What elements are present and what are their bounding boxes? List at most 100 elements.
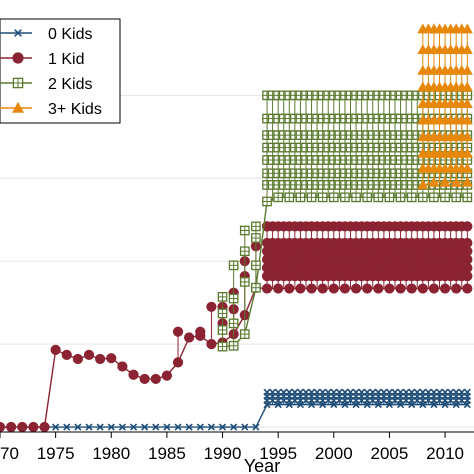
marker-stroke: [52, 423, 60, 431]
data-point-marker: [462, 221, 473, 232]
data-point-marker: [374, 401, 382, 409]
marker-stroke: [330, 388, 338, 396]
marker-stroke: [285, 401, 293, 409]
data-point-marker: [362, 192, 373, 203]
data-point-marker: [307, 401, 316, 409]
marker-stroke: [302, 388, 310, 396]
marker-stroke: [463, 388, 471, 396]
data-point-marker: [340, 192, 350, 203]
data-point-marker: [428, 176, 440, 187]
data-point-marker: [284, 283, 295, 294]
series-3: [417, 23, 473, 190]
data-point-marker: [85, 423, 93, 431]
data-point-marker: [280, 388, 288, 396]
marker-stroke: [430, 388, 438, 396]
data-point-marker: [330, 388, 338, 396]
legend-label: 1 Kid: [48, 51, 84, 68]
marker-stroke: [152, 423, 160, 431]
marker-stroke: [335, 388, 343, 396]
marker-stroke: [352, 401, 360, 409]
data-point-marker: [172, 357, 184, 368]
marker-stroke: [391, 388, 399, 396]
data-point-marker: [441, 388, 449, 396]
data-point-marker: [207, 423, 215, 431]
marker-stroke: [346, 388, 355, 396]
data-point-marker: [419, 388, 427, 396]
data-point-marker: [350, 283, 362, 294]
data-point-marker: [239, 225, 250, 236]
data-point-marker: [313, 388, 321, 396]
data-point-marker: [128, 369, 139, 380]
data-point-marker: [295, 283, 306, 294]
legend: 0 Kids 1 Kid 2 Kids 3+ Kids: [0, 18, 121, 124]
x-axis-title: Year: [244, 456, 280, 474]
series-layer: [0, 23, 473, 433]
data-point-marker: [351, 192, 361, 203]
legend-label: 2 Kids: [48, 76, 92, 93]
data-point-marker: [352, 388, 360, 396]
data-point-marker: [462, 237, 473, 249]
data-point-marker: [195, 330, 206, 341]
data-point-marker: [396, 401, 405, 409]
marker-stroke: [330, 401, 338, 409]
marker-stroke: [324, 388, 332, 396]
marker-stroke: [408, 401, 416, 409]
data-point-marker: [306, 192, 317, 203]
data-point-marker: [384, 283, 395, 294]
data-point-marker: [395, 192, 406, 203]
marker-stroke: [341, 388, 349, 396]
data-point-marker: [408, 388, 416, 396]
marker-stroke: [296, 401, 304, 409]
data-point-marker: [107, 423, 115, 431]
data-point-marker: [417, 192, 428, 203]
marker-stroke: [196, 423, 204, 431]
x-tick-label: 1995: [259, 444, 297, 463]
x-tick-label: 1975: [37, 444, 75, 463]
data-point-marker: [52, 423, 60, 431]
data-point-marker: [341, 401, 349, 409]
data-point-marker: [417, 283, 428, 294]
data-point-marker: [451, 283, 462, 294]
data-point-marker: [274, 388, 282, 396]
marker-stroke: [74, 423, 82, 431]
marker-stroke: [85, 423, 93, 431]
data-point-marker: [306, 283, 317, 294]
data-point-marker: [374, 388, 382, 396]
data-point-marker: [335, 388, 343, 396]
data-point-marker: [217, 325, 228, 335]
data-point-marker: [430, 401, 438, 409]
data-point-marker: [317, 192, 328, 203]
marker-stroke: [430, 401, 438, 409]
marker-stroke: [118, 423, 126, 431]
marker-stroke: [396, 401, 405, 409]
data-point-marker: [319, 388, 327, 396]
x-tick-label: 2005: [371, 444, 409, 463]
marker-stroke: [241, 423, 249, 431]
data-point-marker: [239, 277, 250, 287]
marker-stroke: [129, 423, 138, 431]
legend-label: 3+ Kids: [48, 101, 102, 118]
data-point-marker: [252, 423, 260, 431]
data-point-marker: [184, 332, 195, 343]
marker-stroke: [413, 388, 421, 396]
data-point-marker: [461, 44, 473, 55]
data-point-marker: [395, 283, 406, 294]
data-point-marker: [369, 388, 377, 396]
x-tick-label: 1970: [0, 444, 19, 463]
data-point-marker: [461, 98, 473, 108]
data-point-marker: [228, 260, 239, 271]
data-point-marker: [172, 326, 184, 337]
data-point-marker: [302, 388, 310, 396]
marker-stroke: [14, 29, 22, 37]
marker-stroke: [408, 388, 416, 396]
x-axis-ticks: 1970 1975 1980 1985 1990 1995 2000 2005 2010: [0, 432, 464, 463]
x-tick-label: 2000: [315, 444, 353, 463]
data-point-marker: [11, 101, 25, 113]
data-point-marker: [384, 192, 395, 203]
marker-stroke: [107, 423, 115, 431]
data-point-marker: [263, 401, 271, 409]
data-point-marker: [402, 388, 410, 396]
marker-stroke: [274, 388, 282, 396]
data-point-marker: [251, 221, 261, 232]
